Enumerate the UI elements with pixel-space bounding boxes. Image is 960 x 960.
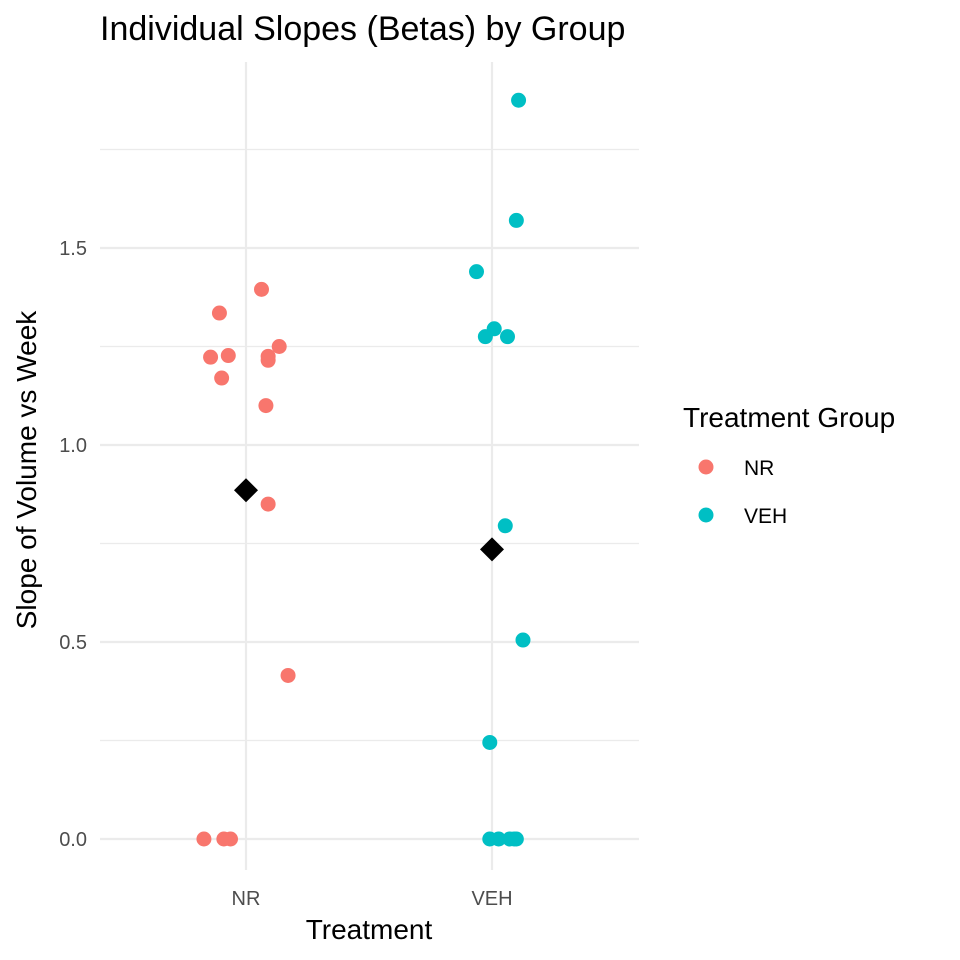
grid	[100, 62, 639, 870]
data-point-veh	[469, 264, 485, 280]
x-tick-label: NR	[232, 888, 261, 910]
data-point-veh	[477, 329, 493, 345]
data-point-nr	[203, 349, 219, 365]
data-point-nr	[211, 305, 227, 321]
data-point-nr	[196, 831, 212, 847]
data-point-veh	[482, 734, 498, 750]
data-point-nr	[260, 496, 276, 512]
legend-title: Treatment Group	[683, 402, 895, 433]
y-tick-label: 1.5	[59, 238, 87, 260]
legend-key-nr	[698, 459, 714, 475]
legend-label-veh: VEH	[744, 505, 787, 528]
data-point-veh	[508, 212, 524, 228]
data-point-nr	[258, 398, 274, 414]
data-point-nr	[280, 667, 296, 683]
chart-title: Individual Slopes (Betas) by Group	[100, 10, 625, 48]
x-tick-labels: NR VEH	[232, 888, 513, 910]
x-axis-title: Treatment	[306, 914, 433, 945]
data-point-nr	[253, 281, 269, 297]
data-point-nr	[271, 339, 287, 354]
mean-marker-nr	[234, 478, 258, 503]
y-tick-label: 0.0	[59, 829, 87, 851]
data-point-veh	[508, 831, 524, 847]
y-axis-title: Slope of Volume vs Week	[11, 310, 42, 630]
data-point-veh	[497, 518, 513, 534]
mean-marker-veh	[480, 537, 504, 562]
x-tick-label: VEH	[471, 888, 512, 910]
data-point-veh	[499, 329, 515, 345]
y-tick-label: 0.5	[59, 632, 87, 654]
data-point-nr	[223, 831, 239, 847]
data-point-veh	[491, 831, 507, 847]
y-tick-labels: 0.0 0.5 1.0 1.5	[59, 238, 87, 851]
y-tick-label: 1.0	[59, 435, 87, 457]
data-point-nr	[220, 348, 236, 364]
legend-key-veh	[698, 507, 714, 523]
data-point-veh	[515, 632, 531, 648]
legend-label-nr: NR	[744, 457, 774, 480]
data-point-nr	[260, 352, 276, 368]
data-marks	[196, 92, 531, 847]
data-point-veh	[511, 92, 527, 108]
data-point-nr	[214, 370, 230, 386]
legend: Treatment Group NR VEH	[683, 402, 895, 528]
